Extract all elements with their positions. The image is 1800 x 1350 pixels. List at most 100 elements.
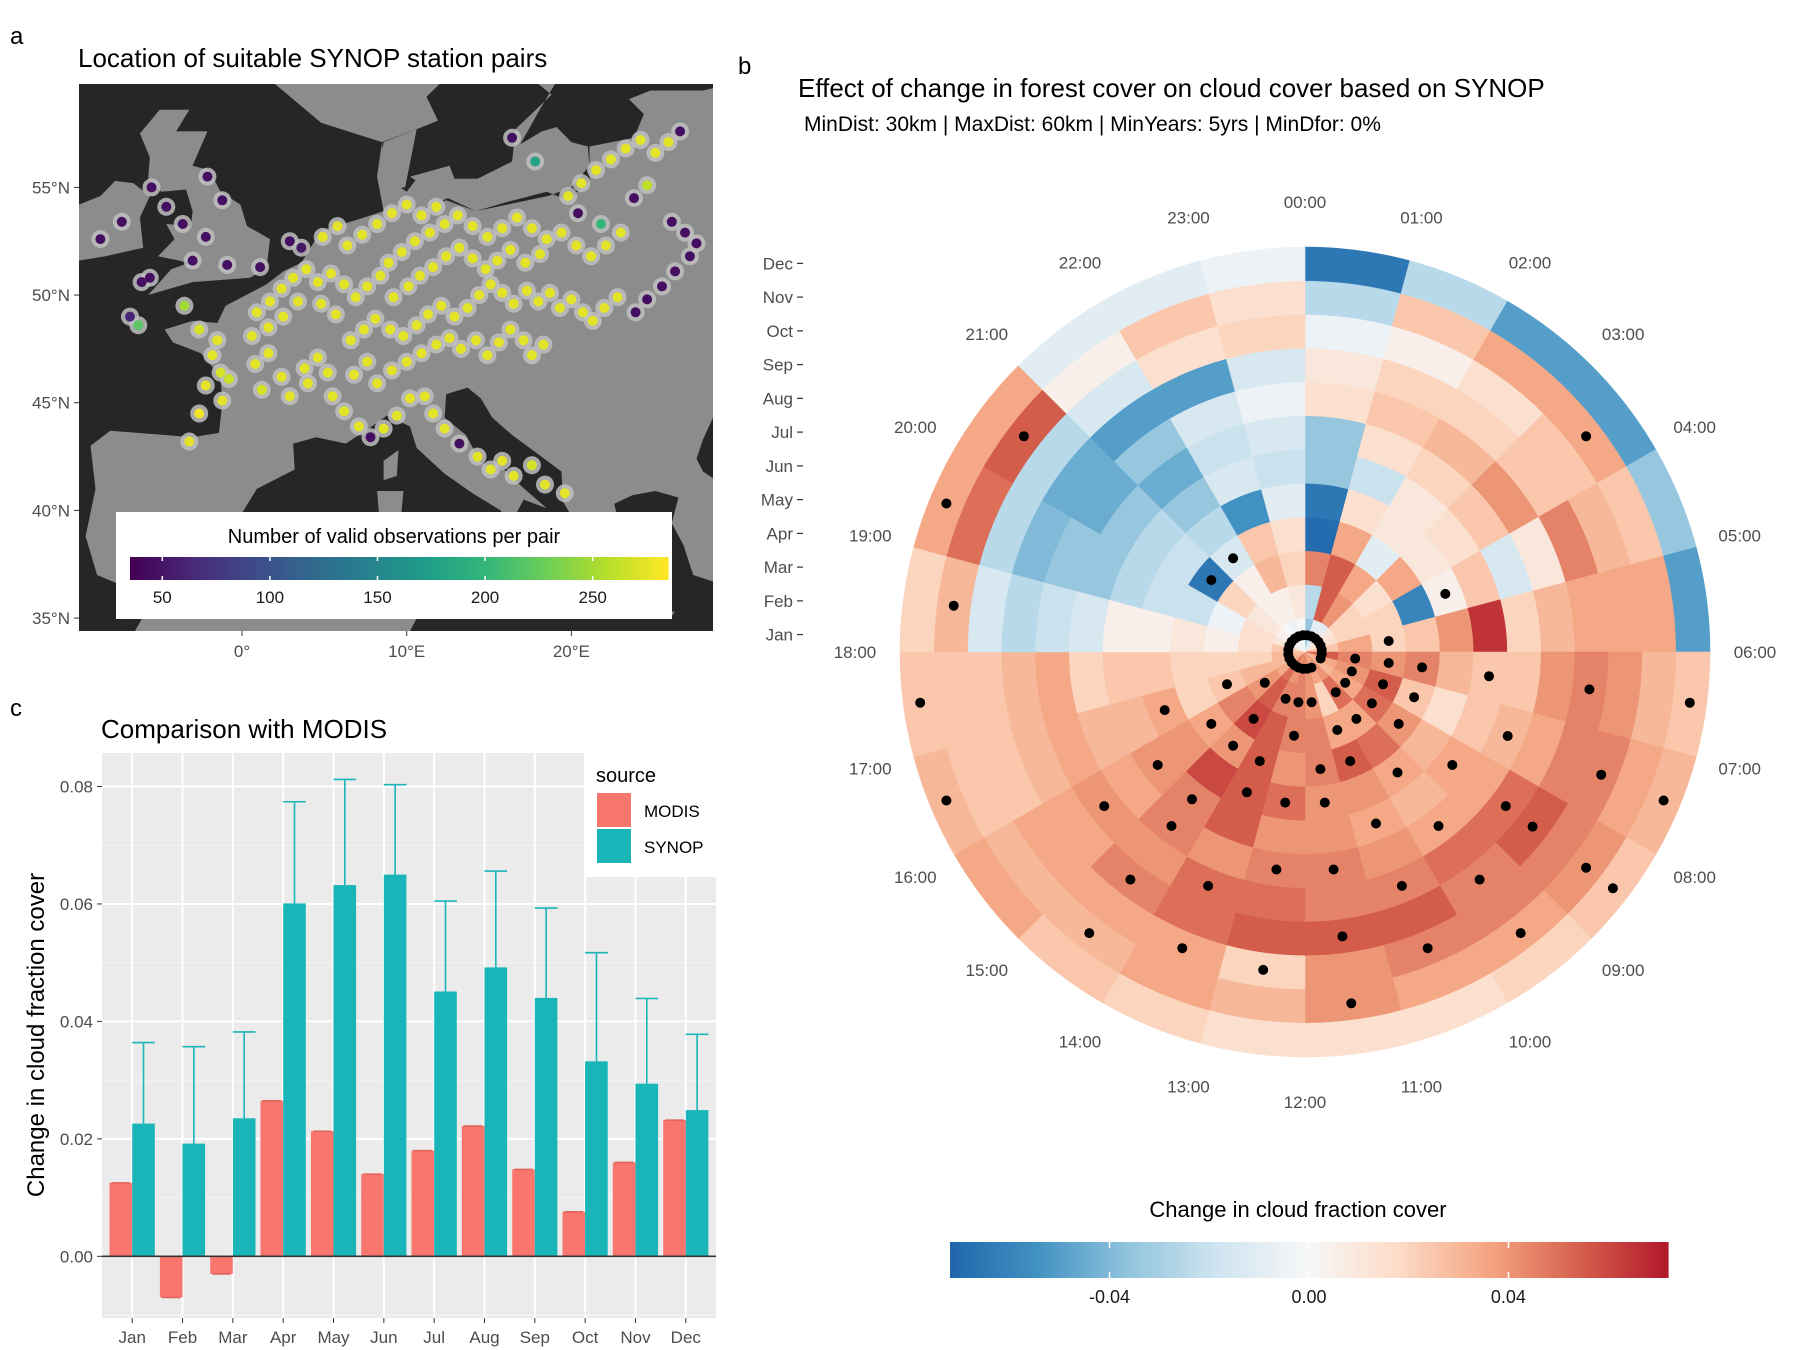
station-point xyxy=(605,154,616,165)
station-point xyxy=(299,363,310,374)
station-point xyxy=(518,335,529,346)
hour-label: 18:00 xyxy=(834,643,877,662)
station-point xyxy=(263,348,274,359)
legend-step xyxy=(1443,1242,1449,1278)
bar-synop xyxy=(585,1061,608,1257)
station-point xyxy=(401,199,412,210)
station-point xyxy=(316,298,327,309)
station-point xyxy=(505,324,516,335)
y-tick-label: 0.04 xyxy=(60,1012,93,1031)
legend-step xyxy=(1380,1242,1386,1278)
station-point xyxy=(342,240,353,251)
station-point xyxy=(296,242,307,253)
legend-step xyxy=(1102,1242,1108,1278)
colorbar-step xyxy=(264,557,270,580)
colorbar-step xyxy=(403,557,409,580)
legend-step xyxy=(1362,1242,1368,1278)
legend-step xyxy=(1371,1242,1377,1278)
colorbar-tick-label: 50 xyxy=(153,588,172,607)
station-point xyxy=(675,126,686,137)
station-point xyxy=(436,300,447,311)
significance-dot xyxy=(1280,797,1291,808)
colorbar-step xyxy=(215,557,221,580)
station-point xyxy=(507,132,518,143)
legend-step xyxy=(1587,1242,1593,1278)
legend-step xyxy=(1412,1242,1418,1278)
station-point xyxy=(526,350,537,361)
legend-step xyxy=(1125,1242,1131,1278)
bar-synop xyxy=(132,1123,155,1257)
legend-step xyxy=(1304,1242,1310,1278)
colorbar-step xyxy=(286,557,292,580)
legend-step xyxy=(1569,1242,1575,1278)
month-label: Nov xyxy=(763,288,794,307)
station-point xyxy=(441,251,452,262)
station-point xyxy=(330,309,341,320)
significance-dot xyxy=(1417,662,1428,673)
colorbar-step xyxy=(165,557,171,580)
hour-labels: 00:00 01:00 02:00 03:00 04:00 05:00 06:00 07:00… xyxy=(834,193,1777,1112)
significance-dot xyxy=(1346,998,1357,1009)
colorbar-tick-label: 200 xyxy=(471,588,499,607)
bar-modis xyxy=(461,1125,485,1257)
legend-step xyxy=(1564,1242,1570,1278)
legend-step xyxy=(1214,1242,1220,1278)
land-mass-8 xyxy=(540,127,555,143)
station-point xyxy=(666,216,677,227)
colorbar-step xyxy=(242,557,248,580)
colorbar-step xyxy=(551,557,557,580)
legend-step xyxy=(1335,1242,1342,1278)
colorbar-step xyxy=(130,557,136,580)
legend-step xyxy=(1623,1242,1629,1278)
significance-dot xyxy=(1084,928,1095,939)
colorbar-step xyxy=(484,557,490,580)
station-point xyxy=(485,279,496,290)
significance-dot xyxy=(1187,794,1197,805)
land-mass-2 xyxy=(383,450,399,481)
legend-step xyxy=(981,1242,987,1278)
colorbar-step xyxy=(416,557,423,580)
polar-colorbar-legend: Change in cloud fraction cover -0.04 0.00… xyxy=(950,1197,1669,1307)
station-point xyxy=(439,423,450,434)
colorbar-step xyxy=(407,557,414,580)
bar-synop xyxy=(283,903,306,1257)
legend-step xyxy=(1533,1242,1539,1278)
significance-dot xyxy=(1330,687,1341,698)
colorbar-step xyxy=(546,557,553,580)
colorbar-step xyxy=(340,557,346,580)
station-point xyxy=(480,264,491,275)
significance-dot xyxy=(1332,725,1343,735)
bar-synop xyxy=(434,991,457,1257)
colorbar-step xyxy=(564,557,570,580)
x-tick-label: Oct xyxy=(572,1328,599,1347)
significance-dot xyxy=(1447,760,1458,770)
colorbar-step xyxy=(488,557,494,580)
colorbar-step xyxy=(300,557,306,580)
colorbar-step xyxy=(251,557,257,580)
month-label: May xyxy=(761,491,794,510)
colorbar-step xyxy=(475,557,481,580)
station-point xyxy=(508,298,519,309)
legend-step xyxy=(958,1242,965,1278)
colorbar-step xyxy=(430,557,436,580)
significance-dot xyxy=(1306,697,1317,708)
station-point xyxy=(133,320,144,331)
colorbar-step xyxy=(210,557,216,580)
sea-region-0 xyxy=(79,84,384,631)
significance-dot xyxy=(1484,671,1494,682)
significance-dot xyxy=(1527,821,1538,832)
station-point xyxy=(545,287,555,298)
station-point xyxy=(396,247,407,257)
colorbar-step xyxy=(524,557,530,580)
legend-tick-label: 0.04 xyxy=(1491,1287,1526,1307)
panel-b-letter: b xyxy=(738,53,751,80)
significance-dot xyxy=(1607,883,1618,894)
significance-dot xyxy=(1206,718,1217,729)
month-label: Sep xyxy=(763,356,793,375)
colorbar-step xyxy=(147,557,154,580)
legend-step xyxy=(1165,1242,1171,1278)
station-point xyxy=(302,378,313,389)
legend-step xyxy=(1555,1242,1561,1278)
colorbar-step xyxy=(152,557,158,580)
colorbar-step xyxy=(439,557,445,580)
